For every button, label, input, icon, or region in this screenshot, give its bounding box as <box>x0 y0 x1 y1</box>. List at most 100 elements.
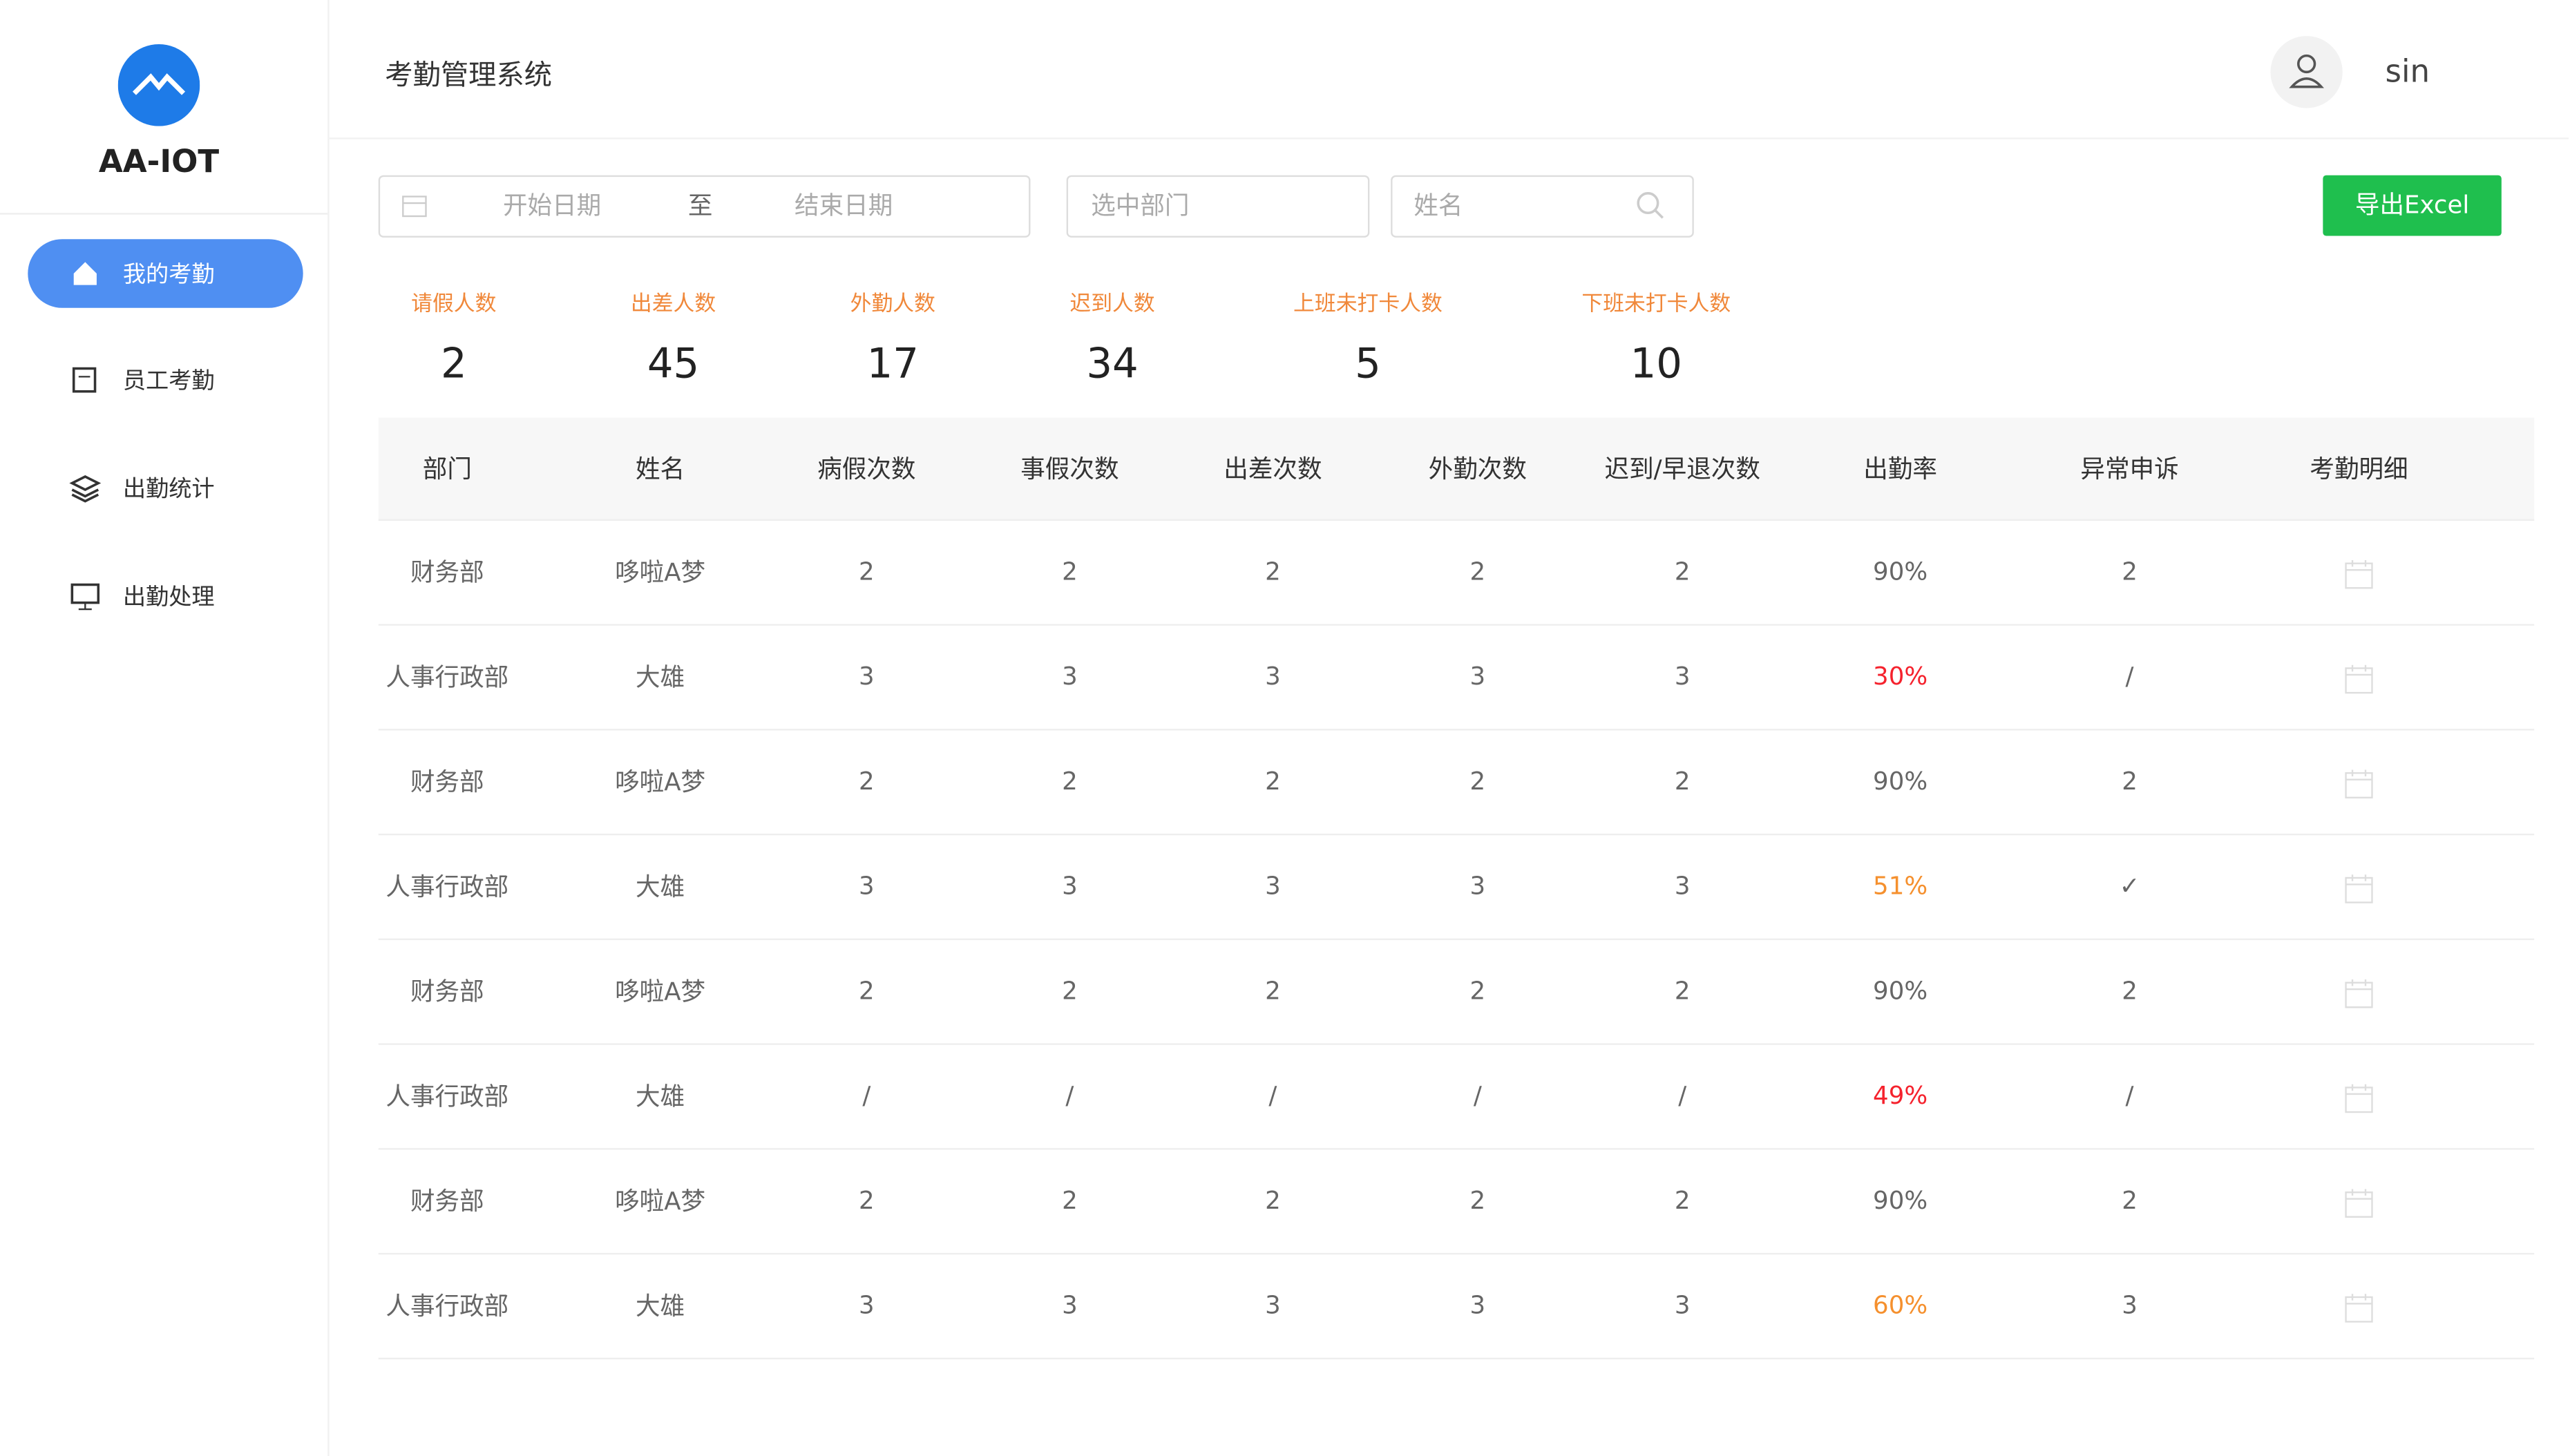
table-cell: 90% <box>1873 1185 1928 1216</box>
table-cell: 大雄 <box>636 1291 685 1321</box>
table-cell: 2 <box>1674 976 1691 1006</box>
row-border <box>378 1252 2535 1255</box>
stat-label: 迟到人数 <box>1069 292 1155 317</box>
nav-icon-svg <box>70 583 100 611</box>
table-cell: 3 <box>1265 871 1281 901</box>
table-cell: 人事行政部 <box>386 872 509 902</box>
detail-icon <box>2343 978 2375 1010</box>
table-cell: 哆啦A梦 <box>615 767 706 797</box>
stat-value: 17 <box>866 340 920 387</box>
nav-icon-svg <box>73 262 97 285</box>
stat-value: 5 <box>1355 340 1381 387</box>
table-cell: 2 <box>859 766 875 796</box>
table-cell: / <box>862 1080 871 1111</box>
table-cell: 51% <box>1873 871 1928 901</box>
table-cell: 人事行政部 <box>386 662 509 692</box>
table-header: 病假次数 <box>817 454 916 484</box>
page-title: 考勤管理系统 <box>385 59 553 93</box>
start-date[interactable]: 开始日期 <box>502 191 602 220</box>
table-header: 出差次数 <box>1224 454 1322 484</box>
table-cell: 2 <box>859 557 875 586</box>
table-cell: 2 <box>1674 557 1691 586</box>
detail-icon-svg <box>2345 979 2373 1008</box>
table-cell: 3 <box>1265 1290 1281 1321</box>
table-cell: / <box>2125 1080 2134 1111</box>
table-header: 迟到/早退次数 <box>1604 454 1760 484</box>
nav-item[interactable]: 出勤统计 <box>122 477 215 503</box>
avatar[interactable] <box>2270 36 2343 108</box>
stat-label: 下班未打卡人数 <box>1581 292 1731 317</box>
table-cell: 哆啦A梦 <box>615 1186 706 1216</box>
nav-item[interactable]: 我的考勤 <box>122 262 215 289</box>
table-cell: 90% <box>1873 976 1928 1006</box>
table-cell: 大雄 <box>636 1082 685 1111</box>
nav-icon-svg <box>69 475 102 503</box>
table-cell: 2 <box>1062 766 1078 796</box>
row-border <box>378 729 2535 731</box>
table-cell: 2 <box>1674 1185 1691 1216</box>
table-cell: 2 <box>2122 1185 2138 1216</box>
sidebar <box>0 0 330 1456</box>
table-cell: 人事行政部 <box>386 1291 509 1321</box>
table-cell: / <box>2125 661 2134 691</box>
stat-label: 上班未打卡人数 <box>1293 292 1443 317</box>
table-cell: 3 <box>1674 661 1691 691</box>
nav-item[interactable]: 员工考勤 <box>122 368 215 395</box>
detail-icon <box>2343 873 2375 906</box>
table-cell: 2 <box>1469 1185 1486 1216</box>
date-range[interactable] <box>378 175 1031 238</box>
table-cell: 2 <box>1469 976 1486 1006</box>
row-border <box>378 624 2535 626</box>
dept-select[interactable] <box>1066 175 1370 238</box>
stat-label: 请假人数 <box>411 292 497 317</box>
stat-label: 出差人数 <box>630 292 716 317</box>
table-cell: 财务部 <box>410 767 484 797</box>
table-header: 事假次数 <box>1020 454 1119 484</box>
table-cell: 2 <box>1062 1185 1078 1216</box>
detail-icon-svg <box>2345 1294 2373 1323</box>
stat-value: 34 <box>1086 340 1139 387</box>
table-cell: 2 <box>1062 976 1078 1006</box>
table-cell: 2 <box>859 1185 875 1216</box>
nav-icon <box>69 257 102 289</box>
table-cell: ✓ <box>2119 871 2140 901</box>
table-cell: 大雄 <box>636 872 685 902</box>
table-header: 姓名 <box>636 454 685 484</box>
table-cell: 2 <box>2122 766 2138 796</box>
table-cell: 财务部 <box>410 977 484 1007</box>
detail-icon-svg <box>2345 559 2373 589</box>
detail-icon-svg <box>2345 1189 2373 1218</box>
table-cell: 3 <box>1469 1290 1486 1321</box>
table-cell: 2 <box>1469 766 1486 796</box>
table-cell: 3 <box>1265 661 1281 691</box>
nav-item[interactable]: 出勤处理 <box>122 584 215 611</box>
export-button[interactable]: 导出Excel <box>2323 175 2502 236</box>
detail-icon <box>2343 1292 2375 1325</box>
search-icon[interactable] <box>1635 190 1664 220</box>
end-date[interactable]: 结束日期 <box>794 191 893 220</box>
table-cell: / <box>1473 1080 1482 1111</box>
user-name[interactable]: sin <box>2385 54 2430 90</box>
table-cell: 财务部 <box>410 557 484 588</box>
table-cell: 90% <box>1873 766 1928 796</box>
stat-value: 2 <box>440 340 467 387</box>
table-cell: / <box>1268 1080 1277 1111</box>
detail-icon <box>2343 768 2375 801</box>
table-cell: 60% <box>1873 1290 1928 1321</box>
calendar-icon <box>402 195 427 218</box>
table-cell: 3 <box>859 1290 875 1321</box>
table-header: 出勤率 <box>1863 454 1937 484</box>
table-cell: 3 <box>1062 871 1078 901</box>
stat-value: 10 <box>1630 340 1683 387</box>
table-cell: 30% <box>1873 661 1928 691</box>
row-border <box>378 1043 2535 1045</box>
divider <box>0 213 328 215</box>
table-cell: 3 <box>1469 661 1486 691</box>
table-cell: 2 <box>1265 1185 1281 1216</box>
nav-icon <box>69 363 102 396</box>
name-input[interactable] <box>1391 175 1694 238</box>
detail-icon-svg <box>2345 874 2373 903</box>
stat-label: 外勤人数 <box>850 292 935 317</box>
nav-icon <box>69 579 102 612</box>
